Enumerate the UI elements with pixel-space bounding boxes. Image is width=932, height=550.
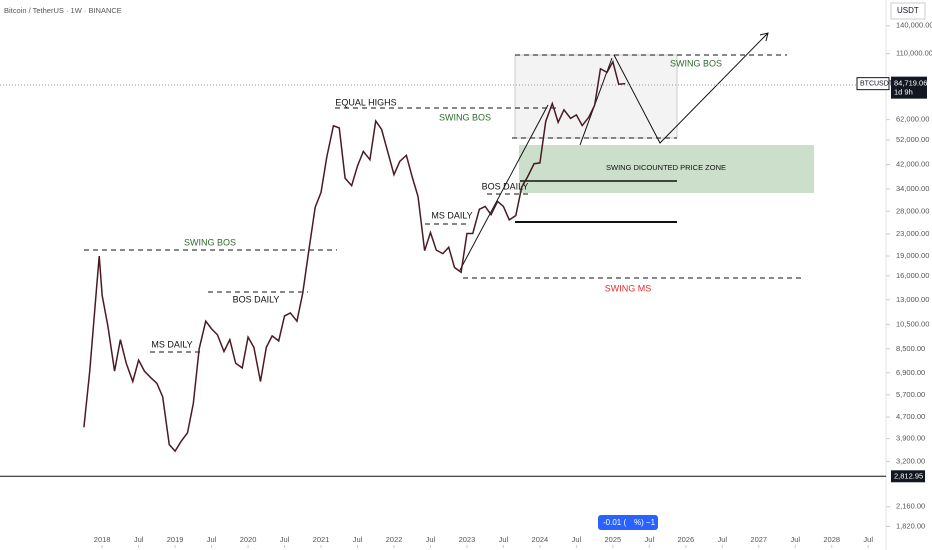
x-tick-label: Jul	[280, 535, 290, 544]
x-tick-label: Jul	[207, 535, 217, 544]
currency-box	[890, 2, 926, 20]
y-tick-label: 110,000.00	[896, 49, 932, 58]
annotation: BOS DAILY	[482, 181, 529, 191]
annotation: SWING MS	[605, 283, 652, 293]
x-tick-label: 2018	[94, 535, 111, 544]
y-tick-label: 52,000.00	[896, 135, 929, 144]
x-tick-label: 2024	[532, 535, 549, 544]
x-tick-label: 2019	[167, 535, 184, 544]
annotation: MS DAILY	[431, 210, 472, 220]
y-tick-label: 34,000.00	[896, 184, 929, 193]
y-tick-label: 8,500.00	[896, 344, 925, 353]
x-tick-label: Jul	[863, 535, 873, 544]
level-label: 2,812.95	[894, 471, 923, 480]
x-tick-label: Jul	[718, 535, 728, 544]
annotation: EQUAL HIGHS	[335, 97, 396, 107]
pill-text: %) −1	[634, 518, 656, 527]
y-tick-label: 3,900.00	[896, 434, 925, 443]
drawings	[0, 32, 886, 353]
y-tick-label: 42,000.00	[896, 160, 929, 169]
pill-text: -0.01 (	[603, 518, 626, 527]
trend-line	[459, 104, 549, 271]
y-tick-label: 16,000.00	[896, 271, 929, 280]
y-tick-label: 1,820.00	[896, 521, 925, 530]
annotation: SWING BOS	[670, 58, 722, 68]
x-tick-label: Jul	[353, 535, 363, 544]
x-tick-label: 2028	[823, 535, 840, 544]
x-tick-label: 2027	[750, 535, 767, 544]
y-tick-label: 3,200.00	[896, 456, 925, 465]
arrow-head	[759, 32, 769, 42]
x-tick-label: 2023	[459, 535, 476, 544]
annotation: SWING BOS	[184, 237, 236, 247]
y-tick-label: 10,500.00	[896, 319, 929, 328]
x-tick-label: Jul	[790, 535, 800, 544]
x-tick-label: Jul	[572, 535, 582, 544]
y-tick-label: 13,000.00	[896, 295, 929, 304]
y-tick-label: 2,160.00	[896, 502, 925, 511]
price-tag	[891, 76, 927, 99]
price-label: 84,719.06	[894, 79, 927, 88]
level-tag	[891, 470, 925, 483]
annotation: MS DAILY	[151, 339, 192, 349]
y-tick-label: 28,000.00	[896, 206, 929, 215]
price-series	[83, 59, 626, 453]
x-tick-label: Jul	[426, 535, 436, 544]
annotation: BOS DAILY	[233, 294, 280, 304]
header: Bitcoin / TetherUS · 1W · BINANCE	[4, 6, 122, 15]
y-tick-label: 19,000.00	[896, 251, 929, 260]
symbol: BTCUSDT	[860, 80, 894, 87]
y-tick-label: 5,700.00	[896, 390, 925, 399]
discount-zone	[519, 145, 814, 193]
x-tick-label: 2025	[605, 535, 622, 544]
symbol-tag	[856, 77, 890, 91]
x-tick-label: 2021	[313, 535, 330, 544]
projection	[613, 32, 769, 144]
y-tick-label: 62,000.00	[896, 115, 929, 124]
x-tick-label: 2022	[386, 535, 403, 544]
x-tick-label: Jul	[134, 535, 144, 544]
y-tick-label: 140,000.00	[896, 21, 932, 30]
pill[interactable]	[598, 515, 658, 530]
x-tick-label: Jul	[499, 535, 509, 544]
countdown: 1d 9h	[894, 88, 913, 97]
y-tick-label: 23,000.00	[896, 229, 929, 238]
y-tick-label: 6,900.00	[896, 368, 925, 377]
y-tick-label: 4,700.00	[896, 412, 925, 421]
annotation: SWING DICOUNTED PRICE ZONE	[606, 163, 726, 172]
x-tick-label: 2026	[677, 535, 694, 544]
annotation: SWING BOS	[439, 112, 491, 122]
x-tick-label: 2020	[240, 535, 257, 544]
x-tick-label: Jul	[645, 535, 655, 544]
currency: USDT	[897, 6, 919, 15]
